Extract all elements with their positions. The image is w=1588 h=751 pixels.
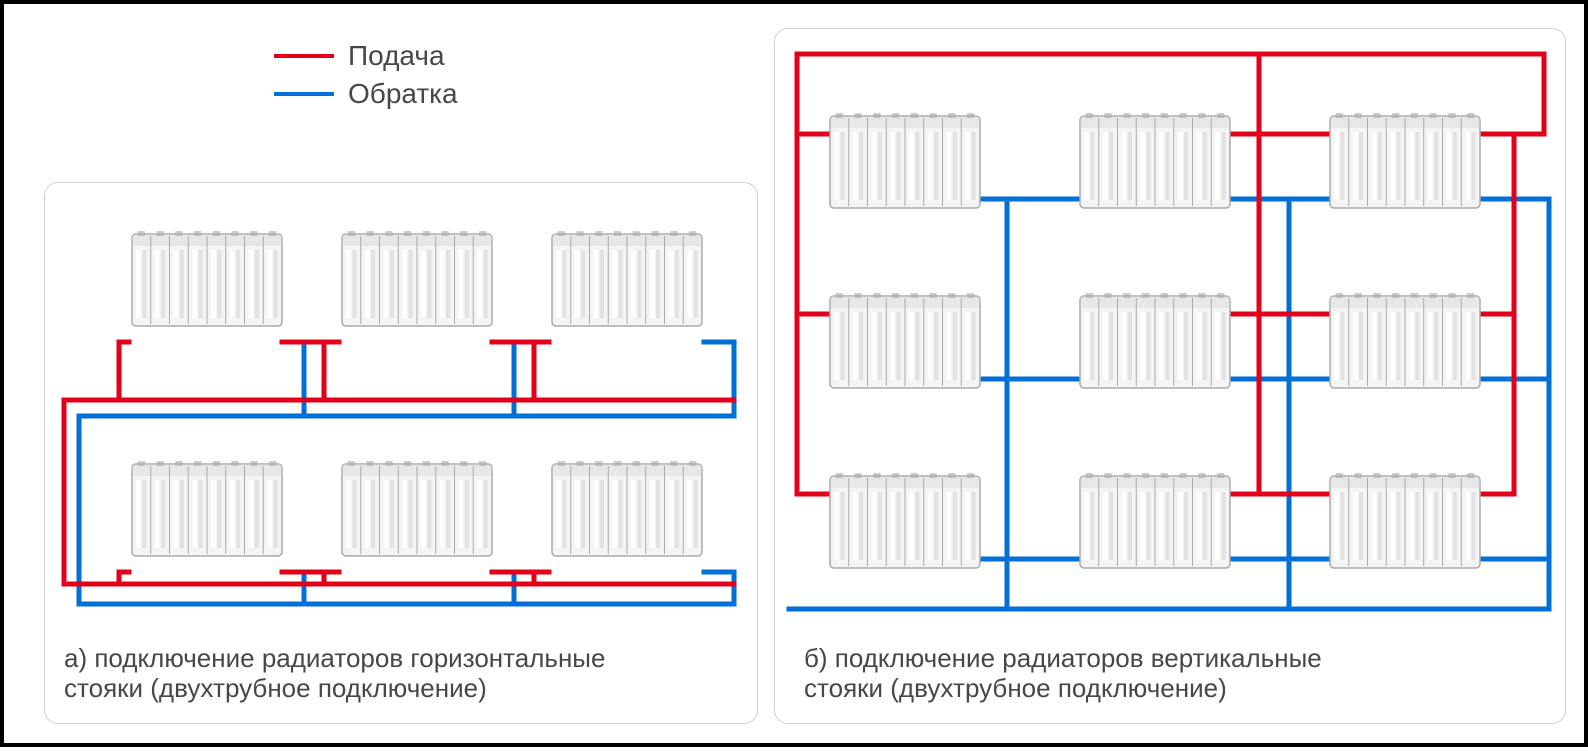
radiator — [1080, 113, 1230, 208]
pipe — [492, 342, 514, 416]
pipe — [492, 572, 514, 604]
pipes-svg — [4, 4, 1588, 751]
pipe — [1482, 54, 1544, 134]
pipe — [704, 342, 734, 416]
pipe — [797, 54, 828, 494]
radiator — [132, 461, 282, 556]
pipe — [282, 572, 304, 604]
radiator — [1080, 293, 1230, 388]
radiator — [1330, 473, 1480, 568]
radiator — [830, 473, 980, 568]
radiator — [552, 231, 702, 326]
radiator — [552, 461, 702, 556]
radiator — [830, 293, 980, 388]
pipe — [1482, 314, 1514, 494]
pipe — [282, 342, 304, 416]
pipe — [1482, 134, 1514, 314]
radiator — [1330, 293, 1480, 388]
radiator — [830, 113, 980, 208]
radiator — [1080, 473, 1230, 568]
pipe — [704, 572, 734, 604]
radiator — [1330, 113, 1480, 208]
pipe — [119, 342, 129, 400]
radiator — [342, 231, 492, 326]
diagram-frame: ПодачаОбратка а) подключение радиаторов … — [0, 0, 1588, 747]
radiator — [342, 461, 492, 556]
radiator — [132, 231, 282, 326]
